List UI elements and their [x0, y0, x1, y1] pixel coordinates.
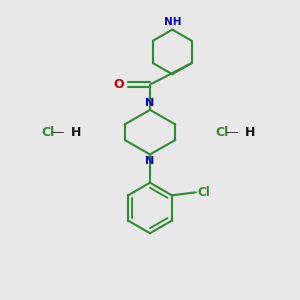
- Text: Cl: Cl: [215, 126, 229, 139]
- Text: —: —: [52, 126, 64, 139]
- Text: N: N: [146, 98, 154, 108]
- Text: O: O: [113, 78, 124, 91]
- Text: H: H: [245, 126, 256, 139]
- Text: H: H: [71, 126, 82, 139]
- Text: Cl: Cl: [198, 186, 211, 199]
- Text: NH: NH: [164, 17, 181, 27]
- Text: Cl: Cl: [41, 126, 55, 139]
- Text: —: —: [226, 126, 238, 139]
- Text: N: N: [146, 156, 154, 166]
